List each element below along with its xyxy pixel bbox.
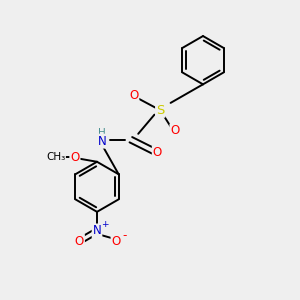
Text: -: -: [122, 229, 127, 242]
Text: N: N: [93, 224, 101, 238]
Text: O: O: [170, 124, 180, 137]
Text: O: O: [153, 146, 162, 159]
Text: S: S: [156, 104, 164, 117]
Text: O: O: [129, 89, 138, 102]
Text: O: O: [75, 235, 84, 248]
Text: N: N: [98, 135, 107, 148]
Text: +: +: [101, 220, 109, 229]
Text: H: H: [98, 128, 105, 138]
Text: CH₃: CH₃: [46, 152, 65, 162]
Text: O: O: [112, 235, 121, 248]
Text: O: O: [70, 151, 80, 164]
